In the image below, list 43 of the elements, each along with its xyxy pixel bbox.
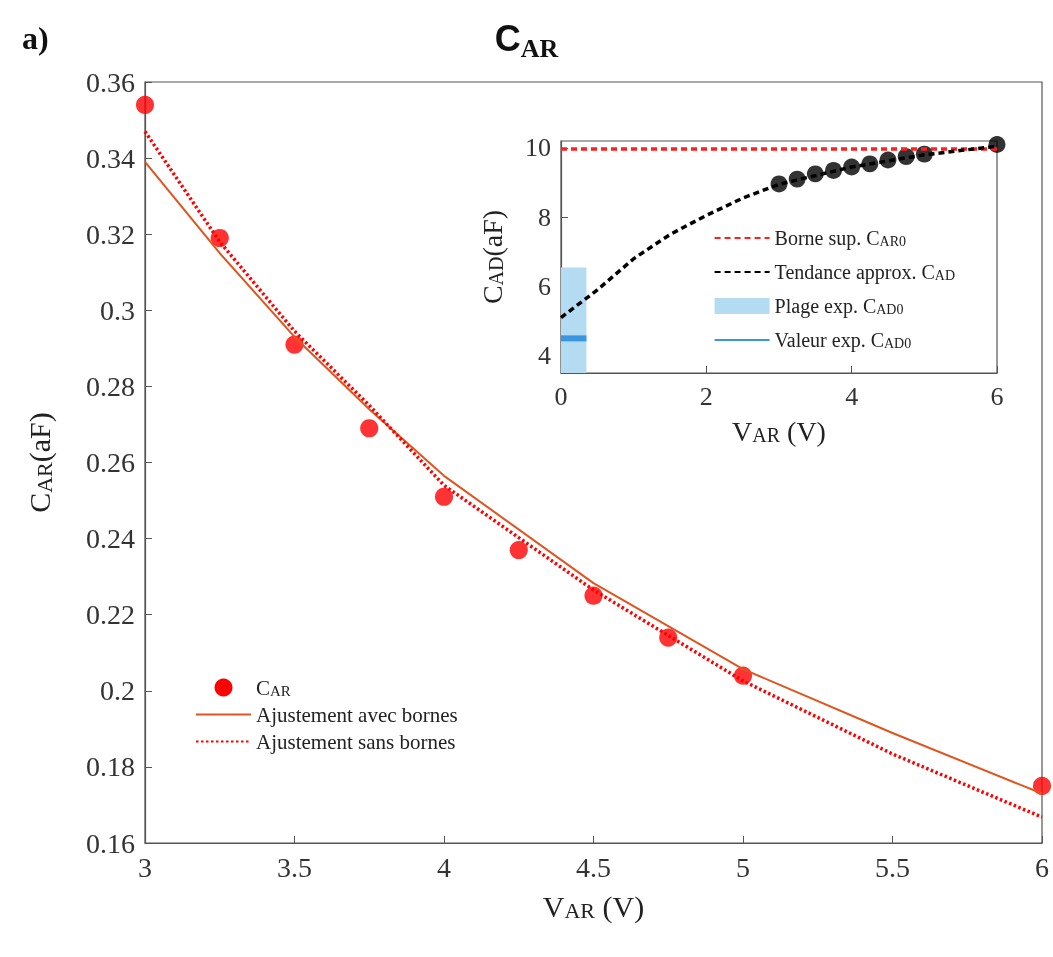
x-tick-label: 2 xyxy=(699,381,713,411)
y-tick-label: 10 xyxy=(525,133,551,163)
y-tick-label: 0.28 xyxy=(86,370,135,402)
legend-label: Borne sup. CAR0 xyxy=(774,227,907,250)
y-tick-label: 6 xyxy=(538,271,551,301)
y-tick-label: 0.34 xyxy=(86,142,135,174)
x-axis-title: VAR (V) xyxy=(542,889,645,924)
legend-label: Plage exp. CAD0 xyxy=(774,295,904,318)
x-tick-label: 6 xyxy=(990,381,1004,411)
y-tick-label: 0.24 xyxy=(86,523,135,555)
y-axis-title: CAR(aF) xyxy=(23,412,57,513)
point xyxy=(360,419,379,438)
y-tick-label: 0.2 xyxy=(100,675,135,707)
point xyxy=(135,95,155,114)
point xyxy=(1032,776,1052,796)
y-tick-label: 0.32 xyxy=(86,218,135,250)
point xyxy=(434,487,454,506)
x-tick-label: 4 xyxy=(845,381,859,411)
y-tick-label: 0.16 xyxy=(86,827,135,859)
legend-label: Tendance approx. CAD xyxy=(774,261,956,284)
legend-label: Ajustement sans bornes xyxy=(256,729,456,754)
x-axis-title: VAR (V) xyxy=(732,415,826,447)
legend-label: CAR xyxy=(256,675,291,700)
legend-label: Valeur exp. CAD0 xyxy=(774,329,912,352)
text: a) xyxy=(22,20,49,56)
x-tick-label: 5.5 xyxy=(875,851,910,883)
x-tick-label: 0 xyxy=(554,381,568,411)
x-tick-label: 3.5 xyxy=(277,851,312,883)
legend-label: Ajustement avec bornes xyxy=(256,702,458,727)
y-tick-label: 0.22 xyxy=(86,599,135,631)
y-tick-label: 0.36 xyxy=(86,66,135,98)
point xyxy=(509,540,528,560)
x-tick-label: 4 xyxy=(437,851,451,883)
y-axis-title: CAD(aF) xyxy=(476,209,508,305)
y-tick-label: 0.26 xyxy=(86,447,135,478)
y-tick-label: 0.3 xyxy=(100,294,135,326)
x-tick-label: 3 xyxy=(138,851,152,883)
y-tick-label: 8 xyxy=(538,202,551,232)
y-tick-label: 4 xyxy=(538,341,551,371)
x-tick-label: 4.5 xyxy=(576,851,611,883)
y-tick-label: 0.18 xyxy=(86,751,135,783)
x-tick-label: 6 xyxy=(1035,851,1049,883)
x-tick-label: 5 xyxy=(736,851,750,883)
